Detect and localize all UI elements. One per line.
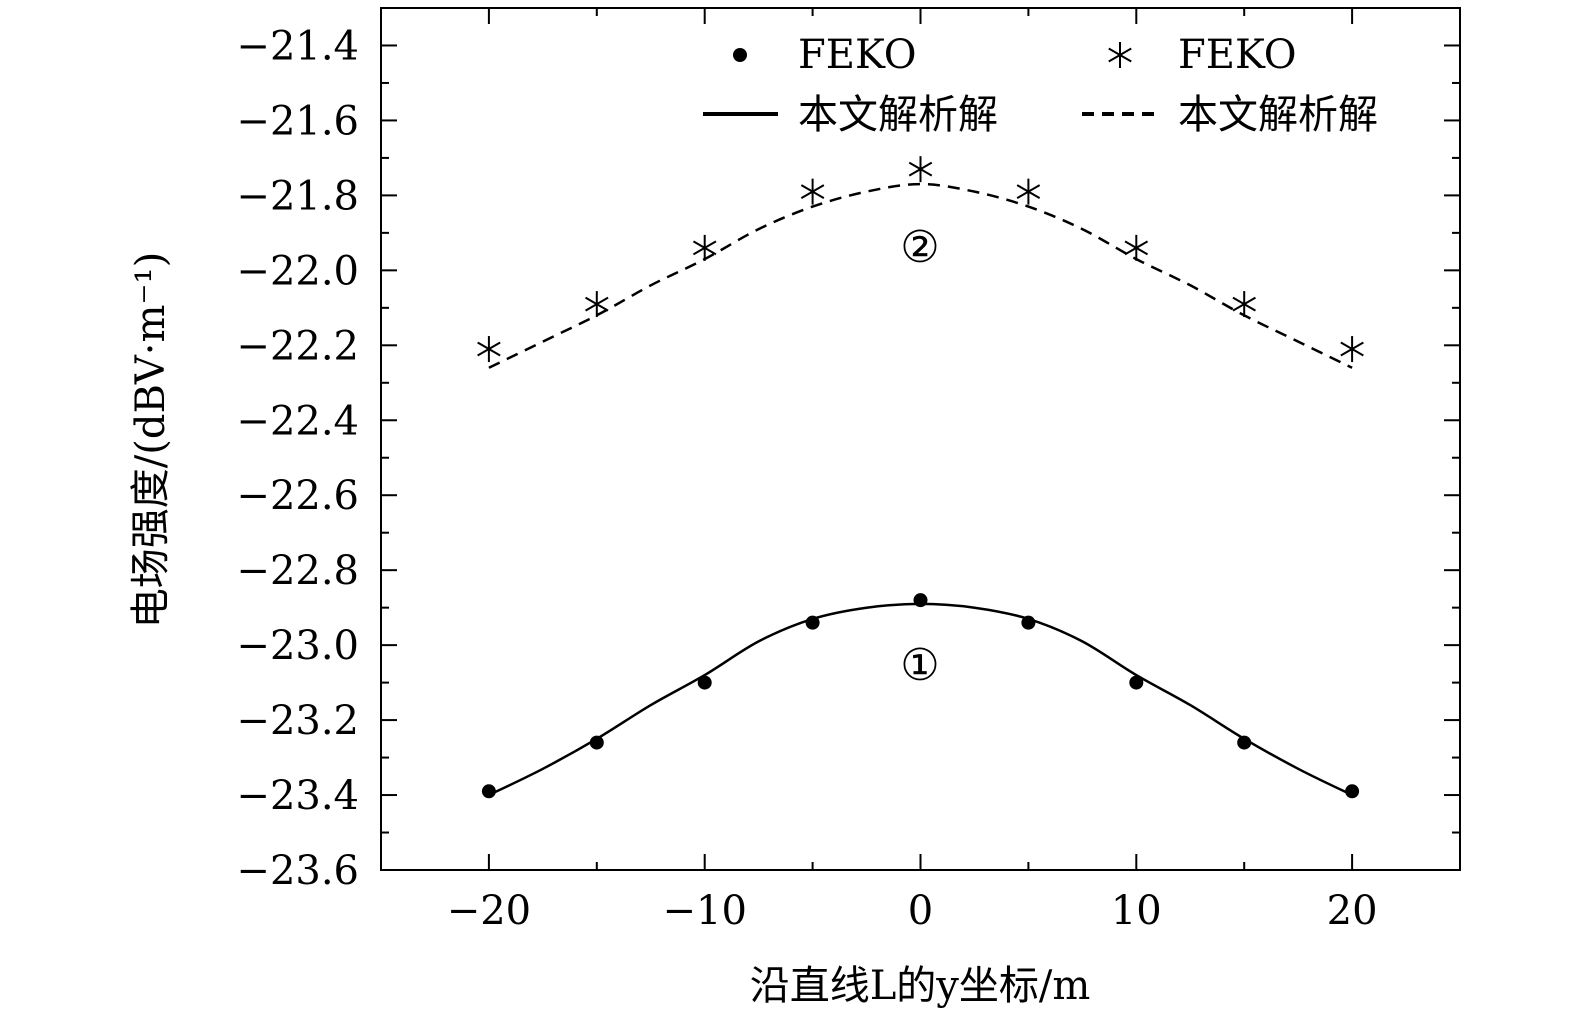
asterisk-stroke xyxy=(908,161,933,177)
y-tick-label: −23.2 xyxy=(236,698,359,744)
data-point-dot xyxy=(1021,615,1036,630)
series-markers xyxy=(477,156,1364,799)
asterisk-stroke xyxy=(585,296,609,312)
data-point-dot xyxy=(805,615,820,630)
data-point-dot xyxy=(1129,675,1144,690)
y-tick-label: −21.6 xyxy=(236,98,359,144)
data-point-asterisk xyxy=(1232,291,1256,318)
data-point-asterisk xyxy=(1124,234,1149,261)
asterisk-stroke xyxy=(692,240,717,256)
y-tick-label: −22.2 xyxy=(236,323,359,369)
legend: FEKO FEKO 本文解析解 本文解析解 xyxy=(703,32,1378,138)
legend-marker-dot xyxy=(733,48,747,62)
x-tick-label: 0 xyxy=(908,888,933,934)
data-point-asterisk xyxy=(800,178,825,205)
data-point-dot xyxy=(481,784,496,799)
y-axis-ticks: −21.4 −21.6 −21.8 −22.0 −22.2 −22.4 −22.6 −22.8… xyxy=(236,23,1460,894)
y-tick-label: −22.0 xyxy=(236,248,359,294)
data-point-dot xyxy=(1345,784,1360,799)
asterisk-stroke xyxy=(1232,296,1256,312)
legend-label-4: 本文解析解 xyxy=(1178,92,1378,138)
data-point-asterisk xyxy=(585,291,609,318)
asterisk-stroke xyxy=(1016,184,1041,200)
series-line-2 xyxy=(488,182,1353,369)
asterisk-stroke xyxy=(477,341,501,357)
asterisk-stroke xyxy=(1124,240,1149,256)
x-tick-label: −20 xyxy=(447,888,531,934)
data-point-dot xyxy=(913,593,928,608)
y-tick-label: −22.4 xyxy=(236,398,359,444)
legend-marker-asterisk xyxy=(1108,42,1132,68)
asterisk-stroke xyxy=(1340,341,1364,357)
legend-label-3: 本文解析解 xyxy=(798,92,998,138)
data-point-asterisk xyxy=(908,156,933,183)
data-point-asterisk xyxy=(1016,178,1041,205)
y-tick-label: −21.8 xyxy=(236,173,359,219)
data-point-asterisk xyxy=(477,336,501,363)
x-tick-label: −10 xyxy=(662,888,746,934)
data-point-dot xyxy=(589,735,604,750)
y-tick-label: −22.6 xyxy=(236,473,359,519)
legend-label-2: FEKO xyxy=(1178,32,1297,78)
curve-label-1: ① xyxy=(900,640,939,691)
x-tick-label: 20 xyxy=(1327,888,1378,934)
asterisk-stroke xyxy=(1108,47,1132,63)
data-point-asterisk xyxy=(692,234,717,261)
data-point-asterisk xyxy=(1340,336,1364,363)
series-line-1 xyxy=(488,602,1353,797)
y-tick-label: −23.6 xyxy=(236,848,359,894)
data-point-dot xyxy=(697,675,712,690)
legend-label-1: FEKO xyxy=(798,32,917,78)
y-tick-label: −22.8 xyxy=(236,548,359,594)
data-point-dot xyxy=(1237,735,1252,750)
series-curves xyxy=(488,182,1353,797)
y-axis-title: 电场强度/(dBV·m⁻¹) xyxy=(128,252,174,628)
x-tick-label: 10 xyxy=(1111,888,1162,934)
y-tick-label: −21.4 xyxy=(236,23,359,69)
y-tick-label: −23.4 xyxy=(236,773,359,819)
x-axis-title: 沿直线L的y坐标/m xyxy=(750,963,1091,1009)
curve-label-2: ② xyxy=(900,222,939,273)
x-axis-ticks: −20 −10 0 10 20 xyxy=(380,8,1461,934)
y-tick-label: −23.0 xyxy=(236,623,359,669)
asterisk-stroke xyxy=(800,184,825,200)
